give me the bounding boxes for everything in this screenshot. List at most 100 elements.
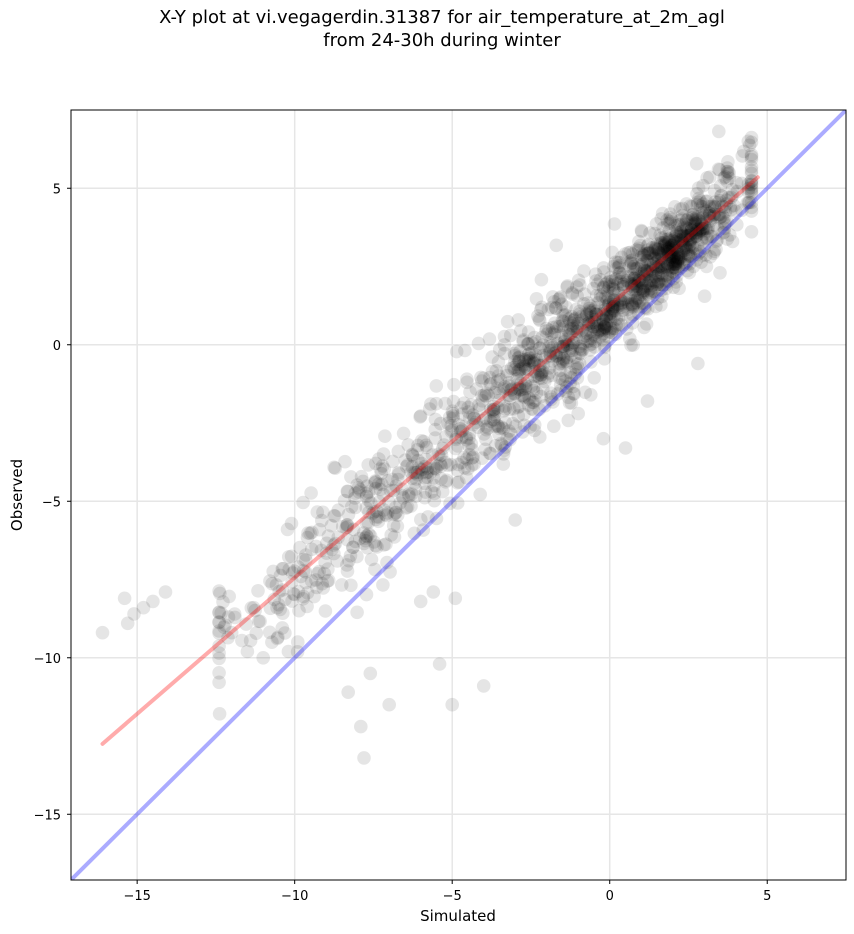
scatter-point (612, 317, 626, 332)
scatter-point (680, 221, 694, 235)
scatter-point (496, 381, 511, 396)
scatter-point (593, 323, 607, 337)
scatter-point (117, 591, 132, 606)
scatter-point (605, 245, 619, 260)
scatter-point (700, 230, 715, 245)
scatter-point (699, 259, 714, 274)
x-tick-label: −15 (123, 889, 150, 904)
scatter-point (532, 363, 547, 378)
scatter-point (714, 210, 728, 224)
scatter-point (525, 355, 540, 369)
scatter-point (507, 346, 522, 361)
scatter-point (546, 346, 561, 361)
scatter-point (702, 199, 716, 214)
scatter-point (654, 248, 668, 263)
scatter-point (675, 238, 690, 253)
scatter-point (342, 553, 356, 568)
scatter-point (518, 362, 532, 377)
scatter-point (720, 174, 734, 188)
scatter-point (688, 225, 703, 239)
scatter-point (668, 257, 683, 271)
scatter-point (471, 420, 486, 435)
scatter-point (441, 458, 455, 473)
scatter-point (553, 371, 567, 385)
scatter-point (744, 130, 759, 145)
scatter-point (654, 247, 669, 261)
scatter-point (216, 595, 230, 609)
scatter-point (624, 309, 638, 324)
scatter-point (562, 337, 577, 352)
scatter-point (673, 202, 687, 216)
scatter-point (611, 255, 625, 270)
scatter-point (512, 367, 527, 381)
scatter-point (685, 208, 700, 222)
scatter-point (359, 501, 374, 515)
scatter-point (212, 707, 227, 721)
scatter-point (406, 449, 421, 464)
scatter-point (639, 317, 654, 331)
scatter-point (517, 407, 531, 422)
scatter-point (571, 273, 586, 288)
scatter-point (599, 317, 613, 331)
scatter-point (633, 287, 648, 302)
scatter-point (664, 250, 678, 264)
scatter-point (649, 261, 664, 275)
scatter-point (419, 438, 433, 453)
scatter-point (564, 322, 578, 336)
scatter-point (570, 371, 585, 385)
scatter-point (706, 208, 721, 222)
scatter-point (684, 223, 699, 238)
scatter-point (624, 297, 639, 312)
scatter-point (487, 409, 502, 424)
scatter-point (267, 592, 282, 607)
scatter-point (535, 364, 550, 379)
scatter-point (723, 200, 738, 214)
scatter-point (560, 279, 575, 293)
scatter-point (212, 666, 226, 680)
scatter-point (679, 213, 694, 227)
scatter-point (533, 313, 547, 328)
scatter-point (356, 526, 371, 540)
scatter-point (525, 336, 540, 351)
scatter-point (566, 321, 580, 336)
scatter-point (276, 561, 290, 576)
scatter-point (719, 193, 734, 207)
scatter-point (212, 584, 226, 598)
scatter-point (485, 403, 500, 418)
scatter-point (497, 338, 512, 352)
scatter-point (467, 411, 482, 426)
scatter-point (642, 266, 656, 281)
scatter-point (678, 239, 693, 254)
scatter-point (568, 350, 582, 365)
scatter-point (475, 388, 489, 403)
scatter-point (667, 248, 682, 263)
scatter-point (511, 364, 525, 379)
scatter-point (669, 275, 683, 289)
scatter-point (690, 237, 705, 252)
scatter-point (508, 354, 522, 369)
scatter-point (450, 476, 465, 490)
scatter-point (682, 256, 697, 271)
scatter-point (321, 562, 335, 576)
scatter-point (596, 333, 610, 347)
scatter-point (262, 625, 277, 640)
scatter-point (452, 418, 466, 432)
scatter-point (586, 320, 600, 334)
scatter-point (650, 277, 664, 292)
scatter-point (518, 354, 532, 368)
scatter-point (660, 269, 674, 283)
scatter-point (565, 287, 580, 301)
scatter-point (668, 257, 683, 272)
scatter-point (462, 431, 476, 446)
scatter-point (488, 439, 503, 453)
scatter-point (412, 461, 426, 475)
scatter-point (708, 195, 722, 209)
scatter-point (385, 472, 399, 487)
scatter-point (548, 316, 562, 331)
scatter-point (461, 400, 476, 415)
scatter-point (666, 237, 681, 251)
scatter-point (689, 225, 703, 240)
scatter-point (659, 232, 674, 247)
scatter-point (327, 460, 341, 475)
scatter-point (356, 474, 370, 489)
